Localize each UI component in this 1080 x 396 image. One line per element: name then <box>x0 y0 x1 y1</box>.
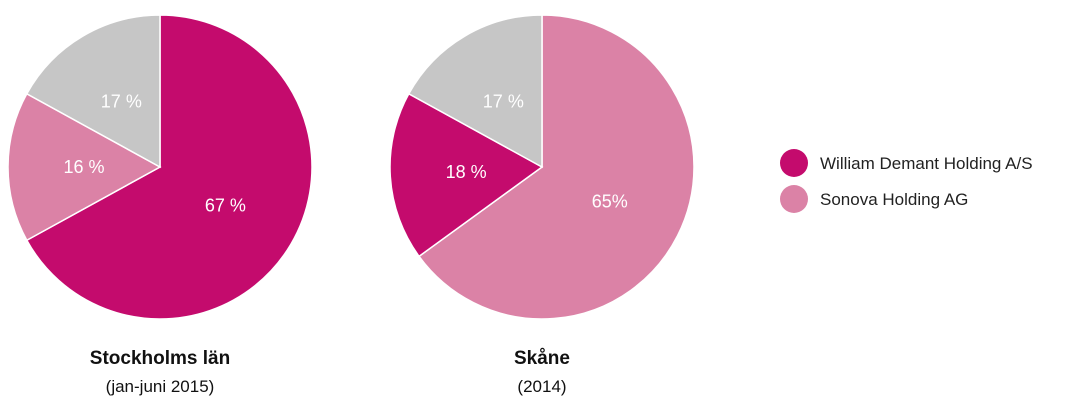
pie-slice-stockholm-0 <box>25 14 313 320</box>
slice-label-skane-1: 18 % <box>446 162 487 182</box>
pie-chart-stockholm: 67 % 16 % 17 % <box>7 14 313 320</box>
pie-slice-skane-0 <box>417 14 695 320</box>
slice-label-stockholm-0: 67 % <box>205 196 246 216</box>
slice-label-stockholm-2: 17 % <box>101 92 142 112</box>
slice-label-skane-0: 65% <box>592 192 628 212</box>
legend-label-william-demant: William Demant Holding A/S <box>820 154 1033 173</box>
pie-slice-skane-2 <box>407 14 543 169</box>
chart-title-skane: Skåne <box>514 348 570 369</box>
pie-slice-stockholm-2 <box>25 14 161 169</box>
chart-subtitle-stockholm: (jan-juni 2015) <box>106 377 215 396</box>
pie-slice-skane-1 <box>389 92 544 258</box>
legend: William Demant Holding A/S Sonova Holdin… <box>780 149 1033 213</box>
pie-chart-skane: 65% 18 % 17 % <box>389 14 695 320</box>
legend-swatch-sonova <box>780 185 808 213</box>
legend-label-sonova: Sonova Holding AG <box>820 190 968 209</box>
pie-slice-stockholm-1 <box>7 92 162 242</box>
legend-swatch-william-demant <box>780 149 808 177</box>
slice-label-stockholm-1: 16 % <box>63 157 104 177</box>
chart-title-stockholm: Stockholms län <box>90 348 230 369</box>
chart-subtitle-skane: (2014) <box>517 377 566 396</box>
slice-label-skane-2: 17 % <box>483 92 524 112</box>
